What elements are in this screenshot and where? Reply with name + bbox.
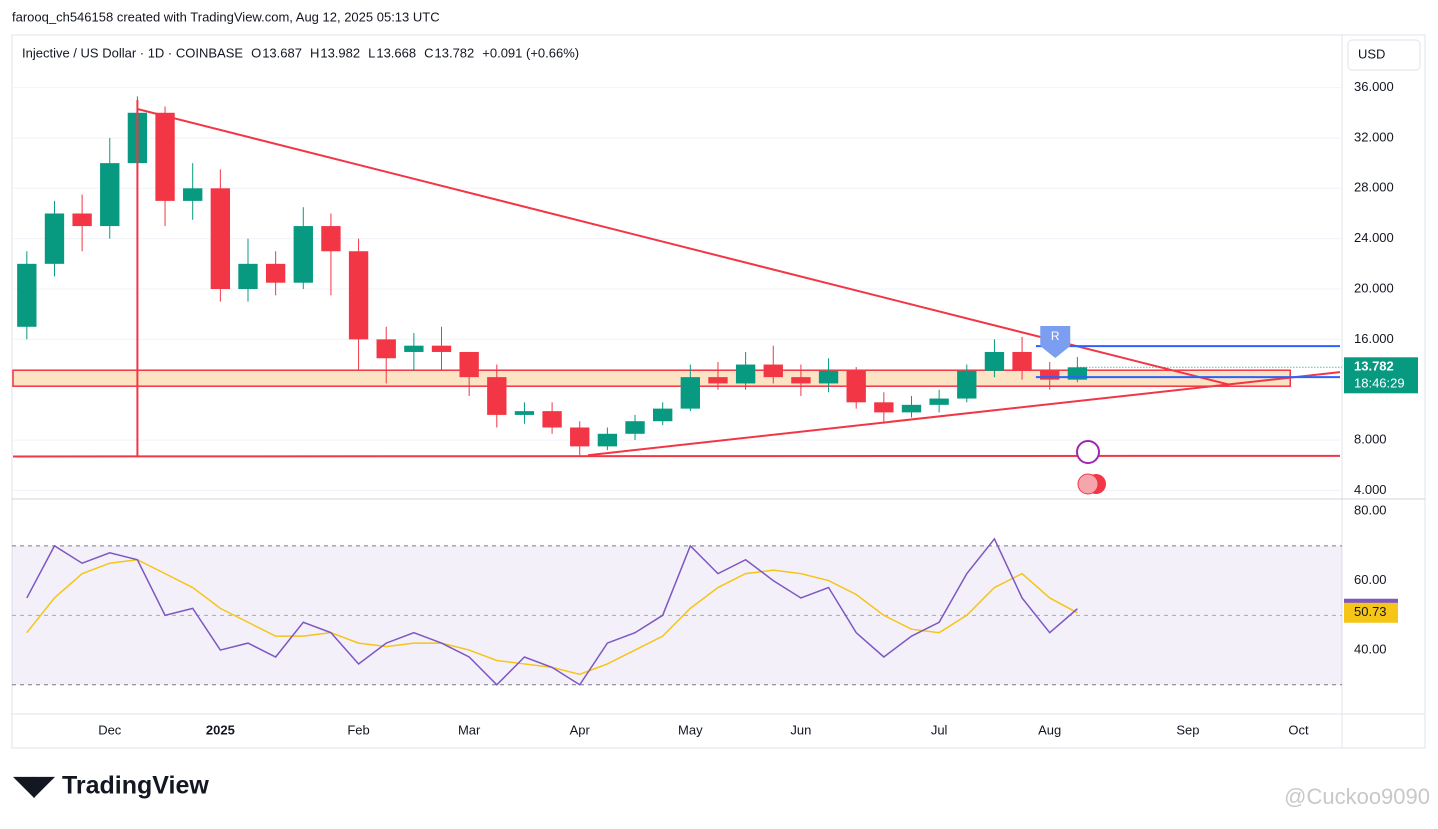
candle-body	[763, 364, 783, 378]
candle-body	[183, 188, 203, 201]
plot: 4.000 8.000 16.000 20.000 24.000 28.000 32.000…	[12, 79, 1418, 737]
y-tick-label: 36.000	[1354, 79, 1394, 94]
candle-body	[984, 351, 1005, 371]
price-label-box	[1344, 357, 1418, 394]
candle-body	[874, 402, 894, 413]
legend-text: +0.091 (+0.66%)	[482, 45, 579, 60]
candle-body	[210, 188, 231, 290]
legend-text: H	[310, 45, 319, 60]
watermark: @Cuckoo9090	[1284, 784, 1430, 809]
x-tick-label: Mar	[458, 722, 481, 737]
candle-body	[321, 226, 341, 252]
currency[interactable]: USD	[1358, 46, 1385, 61]
candle-body	[431, 345, 452, 352]
countdown: 18:46:29	[1354, 376, 1405, 391]
marker-label: R	[1051, 329, 1060, 343]
x-tick-label: Sep	[1176, 722, 1199, 737]
legend-text: Injective / US Dollar · 1D · COINBASE	[22, 45, 243, 60]
y-tick-label: 32.000	[1354, 129, 1394, 144]
y-tick-label: 28.000	[1354, 180, 1394, 195]
candle-body	[625, 421, 645, 434]
legend-text: 13.982	[320, 45, 360, 60]
legend: Injective / US Dollar · 1D · COINBASE O 13…	[22, 45, 579, 60]
legend-text: 13.687	[262, 45, 302, 60]
x-tick-label: Apr	[570, 722, 591, 737]
x-tick-label: Feb	[347, 722, 369, 737]
header: farooq_ch546158 created with TradingView…	[12, 9, 440, 24]
legend-text: 13.668	[376, 45, 416, 60]
flag-icon[interactable]	[1077, 473, 1099, 495]
candle-body	[100, 163, 120, 227]
y-tick-label: 4.000	[1354, 482, 1387, 497]
candle-body	[404, 345, 424, 352]
candle-body	[597, 433, 618, 447]
candle-body	[514, 411, 535, 415]
legend-text: O	[251, 45, 261, 60]
candle-body	[459, 351, 479, 378]
x-tick-label: Jul	[931, 722, 948, 737]
y-tick-label: 16.000	[1354, 331, 1394, 346]
legend-text: 13.782	[435, 45, 475, 60]
candle-body	[791, 377, 811, 384]
drawing-line	[587, 371, 1341, 457]
x-tick-label: Oct	[1288, 722, 1309, 737]
candle-body	[44, 213, 65, 264]
rsi-tick-label: 60.00	[1354, 572, 1387, 587]
candle-body	[653, 408, 673, 422]
legend-text: L	[368, 45, 375, 60]
candle-body	[957, 370, 977, 399]
candle-body	[735, 364, 756, 384]
chart-frame	[11, 34, 1426, 749]
price-label: 13.782	[1354, 359, 1394, 374]
rsi-ma-label: 50.73	[1354, 604, 1387, 619]
candle-body	[901, 404, 922, 413]
x-tick-label: May	[678, 722, 703, 737]
candle-body	[155, 112, 175, 201]
candle-body	[487, 377, 507, 415]
zone	[12, 369, 1291, 387]
candle-body	[708, 377, 728, 384]
y-tick-label: 24.000	[1354, 230, 1394, 245]
candle-body	[1012, 351, 1032, 371]
candle-body	[680, 377, 700, 409]
y-tick-label: 8.000	[1354, 432, 1387, 447]
candle-body	[570, 427, 590, 447]
x-tick-label: Aug	[1038, 722, 1061, 737]
candle-body	[17, 263, 37, 327]
candle-body	[348, 251, 369, 340]
event-icon[interactable]	[1076, 440, 1100, 464]
candle-body	[1040, 370, 1060, 380]
logo-mark: ◥◤	[12, 770, 56, 800]
rsi-tick-label: 80.00	[1354, 503, 1387, 518]
candle-body	[376, 339, 396, 359]
currency-button[interactable]	[1347, 39, 1421, 71]
logo: TradingView	[62, 772, 209, 800]
drawing-line	[12, 454, 1341, 458]
x-tick-label: Jun	[790, 722, 811, 737]
marker-badge	[1040, 326, 1071, 358]
legend-text: C	[424, 45, 433, 60]
x-tick-label: 2025	[206, 722, 235, 737]
candle-body	[542, 411, 562, 428]
candle-body	[238, 263, 258, 290]
candle-body	[72, 213, 92, 227]
rsi-tick-label: 40.00	[1354, 641, 1387, 656]
x-tick-label: Dec	[98, 722, 122, 737]
rsi-line	[26, 537, 1078, 686]
candle-body	[265, 263, 286, 283]
candle-body	[846, 370, 866, 403]
candle-body	[293, 226, 313, 283]
candle-body	[818, 370, 839, 384]
candle-body	[929, 398, 949, 405]
rsi-ma-label-box	[1344, 602, 1398, 623]
y-tick-label: 20.000	[1354, 280, 1394, 295]
